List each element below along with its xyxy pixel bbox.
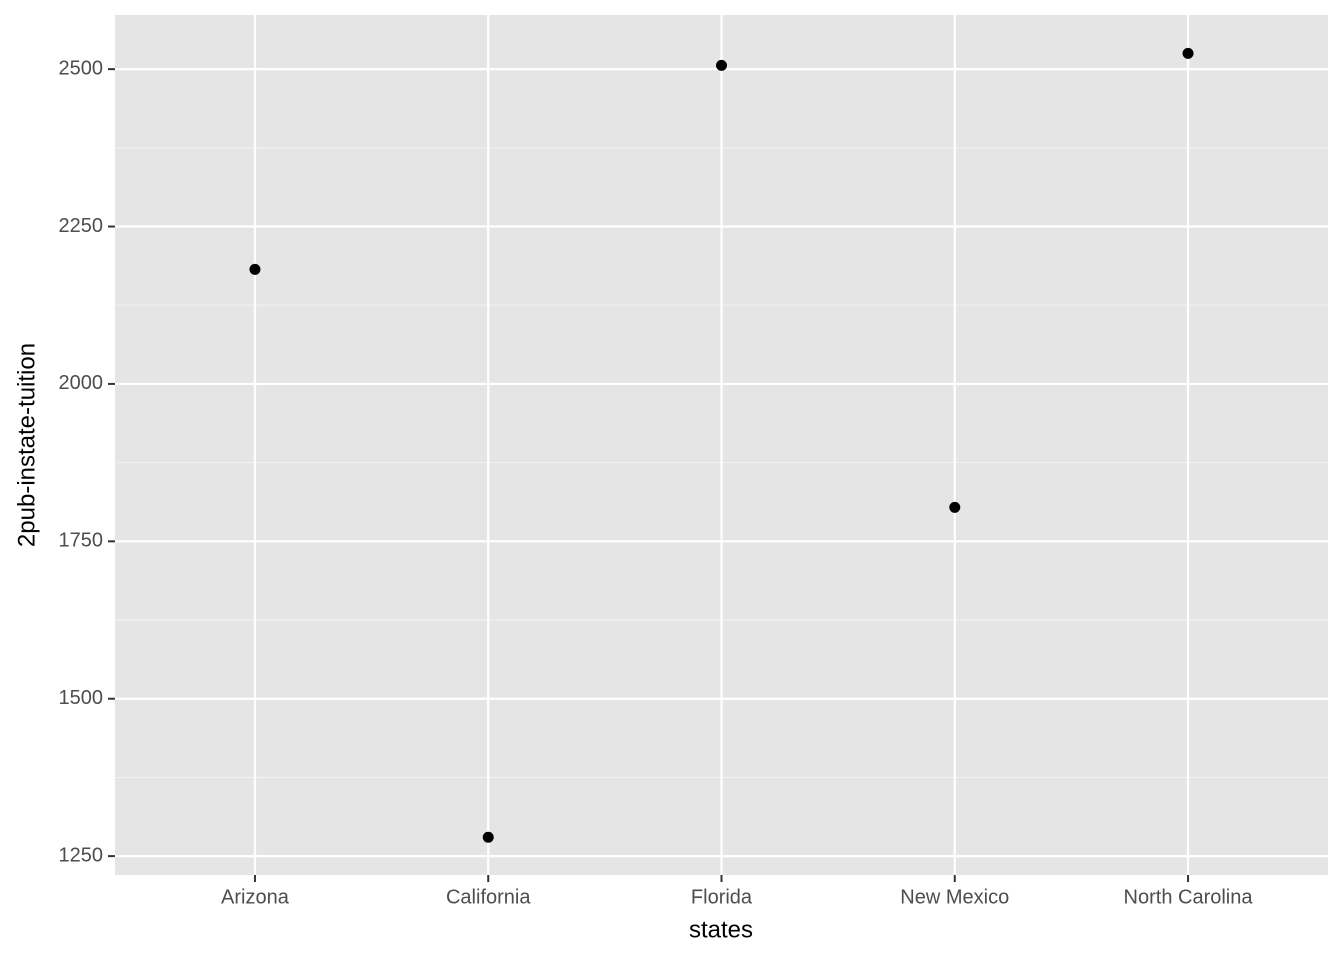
y-axis-title: 2pub-instate-tuition	[13, 343, 40, 547]
point	[482, 831, 494, 843]
x-tick-label: Florida	[691, 886, 753, 908]
y-tick-label: 2000	[59, 372, 104, 394]
x-axis-title: states	[689, 916, 753, 943]
y-tick-label: 2500	[59, 57, 104, 79]
x-tick-label: Arizona	[221, 886, 290, 908]
y-tick-label: 2250	[59, 215, 104, 237]
y-tick-label: 1500	[59, 687, 104, 709]
x-tick-label: New Mexico	[900, 886, 1009, 908]
point	[949, 501, 961, 513]
x-tick-label: California	[446, 886, 531, 908]
x-tick-label: North Carolina	[1124, 886, 1254, 908]
y-tick-label: 1250	[59, 844, 104, 866]
point	[716, 59, 727, 71]
point	[1182, 47, 1194, 59]
point	[249, 263, 261, 275]
y-tick-label: 1750	[59, 530, 104, 552]
